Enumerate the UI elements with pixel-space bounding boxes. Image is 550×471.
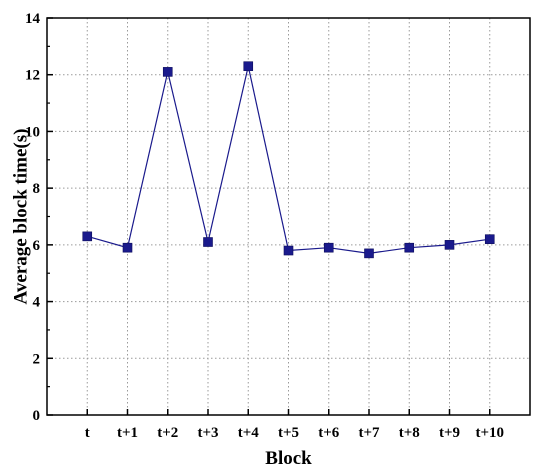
data-point <box>283 245 294 256</box>
data-point <box>162 67 173 77</box>
x-tick-label: t+9 <box>439 425 460 441</box>
y-tick-label: 6 <box>33 238 41 254</box>
data-point <box>323 242 334 253</box>
x-tick-label: t+6 <box>318 425 340 441</box>
grid <box>47 18 530 415</box>
y-tick-label: 14 <box>25 11 41 27</box>
x-tick-label: t+1 <box>117 425 138 441</box>
x-tick-label: t+10 <box>475 425 504 441</box>
data-point <box>364 248 374 259</box>
y-tick-label: 4 <box>33 295 41 311</box>
series <box>82 61 495 259</box>
axes: 0 2 4 6 8 10 12 14 t t+1 t+2 t+3 t+4 t+5 t+6 t+7 t+8 t+9 t… <box>25 11 504 441</box>
y-tick-label: 12 <box>25 68 40 84</box>
y-tick-label: 8 <box>33 181 41 197</box>
data-point <box>243 61 254 72</box>
y-axis-title: Average block time(s) <box>11 129 32 305</box>
data-point <box>444 240 455 250</box>
x-tick-label: t <box>85 425 90 441</box>
data-point <box>203 237 213 247</box>
data-point <box>122 242 133 253</box>
x-axis-title: Block <box>265 448 312 469</box>
data-point <box>484 234 495 244</box>
y-tick-label: 10 <box>25 124 40 140</box>
data-point <box>82 231 93 242</box>
x-tick-label: t+3 <box>197 425 218 441</box>
x-tick-label: t+5 <box>278 425 299 441</box>
x-tick-label: t+7 <box>358 425 380 441</box>
x-tick-label: t+8 <box>399 425 420 441</box>
x-tick-label: t+4 <box>238 425 260 441</box>
x-tick-label: t+2 <box>157 425 178 441</box>
y-tick-label: 2 <box>33 351 41 367</box>
y-tick-label: 0 <box>33 408 41 424</box>
data-point <box>404 242 415 253</box>
